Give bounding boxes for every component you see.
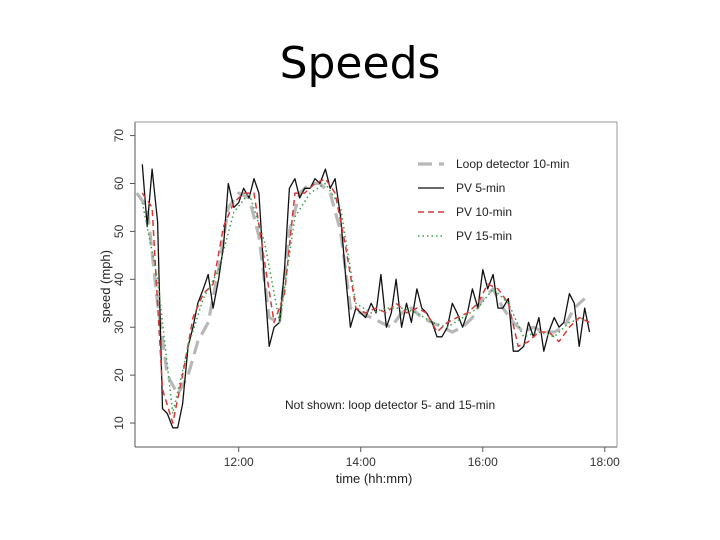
series-line-pv10 — [141, 177, 590, 424]
x-tick-label: 14:00 — [346, 455, 376, 469]
y-axis-label: speed (mph) — [100, 250, 113, 323]
legend-label-pv15: PV 15-min — [456, 229, 512, 243]
legend-label-loop10: Loop detector 10-min — [456, 157, 569, 171]
y-tick-label: 50 — [112, 224, 126, 238]
y-tick-label: 30 — [112, 320, 126, 334]
legend-label-pv10: PV 10-min — [456, 205, 512, 219]
x-tick-label: 16:00 — [468, 455, 498, 469]
x-tick-label: 12:00 — [224, 455, 254, 469]
y-tick-label: 60 — [112, 176, 126, 190]
slide-title: Speeds — [279, 38, 441, 89]
y-tick-label: 20 — [112, 368, 126, 382]
series-line-pv15 — [141, 182, 585, 415]
y-tick-label: 10 — [112, 416, 126, 430]
y-tick-label: 40 — [112, 272, 126, 286]
speed-chart: 10 20 30 40 50 60 70 12:00 14:00 16:00 18:00 time (… — [100, 118, 630, 490]
legend-label-pv5: PV 5-min — [456, 181, 505, 195]
x-axis-label: time (hh:mm) — [336, 471, 413, 486]
chart-svg: 10 20 30 40 50 60 70 12:00 14:00 16:00 18:00 time (… — [100, 121, 620, 486]
y-tick-label: 70 — [112, 129, 126, 143]
series-line-pv5 — [141, 164, 591, 429]
chart-note: Not shown: loop detector 5- and 15-min — [285, 398, 495, 412]
x-tick-label: 18:00 — [590, 455, 620, 469]
